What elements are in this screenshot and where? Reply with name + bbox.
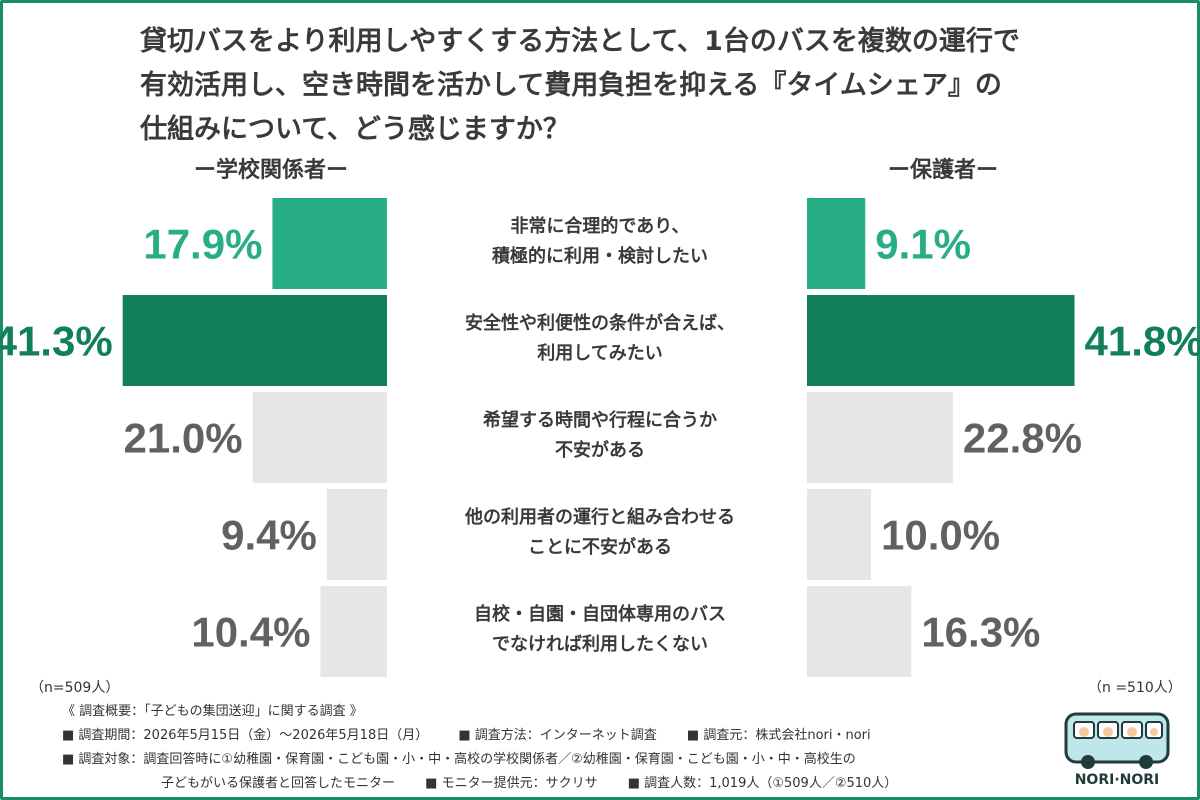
value-label-parents-3: 10.0% — [881, 512, 1000, 559]
bar-school-0 — [272, 198, 387, 289]
survey-method: ■ 調査方法：インターネット調査 — [458, 728, 657, 743]
value-label-school-1: 41.3% — [0, 318, 113, 365]
bar-parents-1 — [807, 295, 1075, 386]
value-label-parents-1: 41.8% — [1085, 318, 1200, 365]
survey-period: ■ 調査期間：2026年5月15日（金）〜2026年5月18日（月） — [62, 728, 429, 743]
survey-provider: ■ モニター提供元：サクリサ — [425, 776, 598, 791]
bar-parents-3 — [807, 489, 871, 580]
sample-size-parents: （n =510人） — [1088, 680, 1182, 696]
bar-parents-0 — [807, 198, 866, 289]
survey-target-cont: 子どもがいる保護者と回答したモニター — [161, 776, 396, 791]
category-label-1: 安全性や利便性の条件が合えば、 利用してみたい — [465, 313, 735, 364]
value-label-parents-2: 22.8% — [963, 415, 1082, 462]
group-label-parents: ー保護者ー — [888, 158, 999, 183]
value-label-school-3: 9.4% — [221, 512, 317, 559]
bar-school-2 — [252, 392, 387, 483]
bar-school-4 — [320, 586, 387, 677]
survey-count: ■ 調査人数：1,019人（①509人／②510人） — [627, 776, 898, 791]
chart-title: 貸切バスをより利用しやすくする方法として、1台のバスを複数の運行で 有効活用し、… — [140, 26, 1020, 145]
survey-source: ■ 調査元：株式会社nori・nori — [686, 728, 871, 743]
bar-parents-4 — [807, 586, 912, 677]
survey-target: ■ 調査対象：調査回答時に①幼稚園・保育園・こども園・小・中・高校の学校関係者／… — [62, 752, 856, 767]
value-label-school-0: 17.9% — [143, 221, 262, 268]
survey-overview: 《 調査概要：「子どもの集団送迎」に関する調査 》 ■ 調査期間：2026年5月… — [62, 700, 923, 796]
value-label-parents-0: 9.1% — [875, 221, 971, 268]
group-label-school: ー学校関係者ー — [194, 158, 349, 183]
sample-size-school: （n=509人） — [30, 680, 120, 696]
value-label-parents-4: 16.3% — [921, 609, 1040, 656]
category-label-2: 希望する時間や行程に合うか 不安がある — [483, 410, 717, 461]
value-label-school-2: 21.0% — [124, 415, 243, 462]
bus-logo-icon: NORI·NORI — [1064, 712, 1170, 788]
value-label-school-4: 10.4% — [191, 609, 310, 656]
category-label-0: 非常に合理的であり、 積極的に利用・検討したい — [492, 216, 708, 267]
survey-heading: 《 調査概要：「子どもの集団送迎」に関する調査 》 — [62, 704, 363, 719]
category-label-3: 他の利用者の運行と組み合わせる ことに不安がある — [465, 507, 735, 558]
bar-school-1 — [122, 295, 388, 386]
bar-parents-2 — [807, 392, 953, 483]
butterfly-chart: 17.9% 9.1% 41.3% 41.8% 21.0% 22.8% 9.4% 10.0% 10… — [0, 198, 1200, 677]
bar-school-3 — [326, 489, 387, 580]
logo-text: NORI·NORI — [1075, 772, 1160, 788]
category-label-4: 自校・自園・自団体専用のバス でなければ利用したくない — [474, 604, 726, 655]
